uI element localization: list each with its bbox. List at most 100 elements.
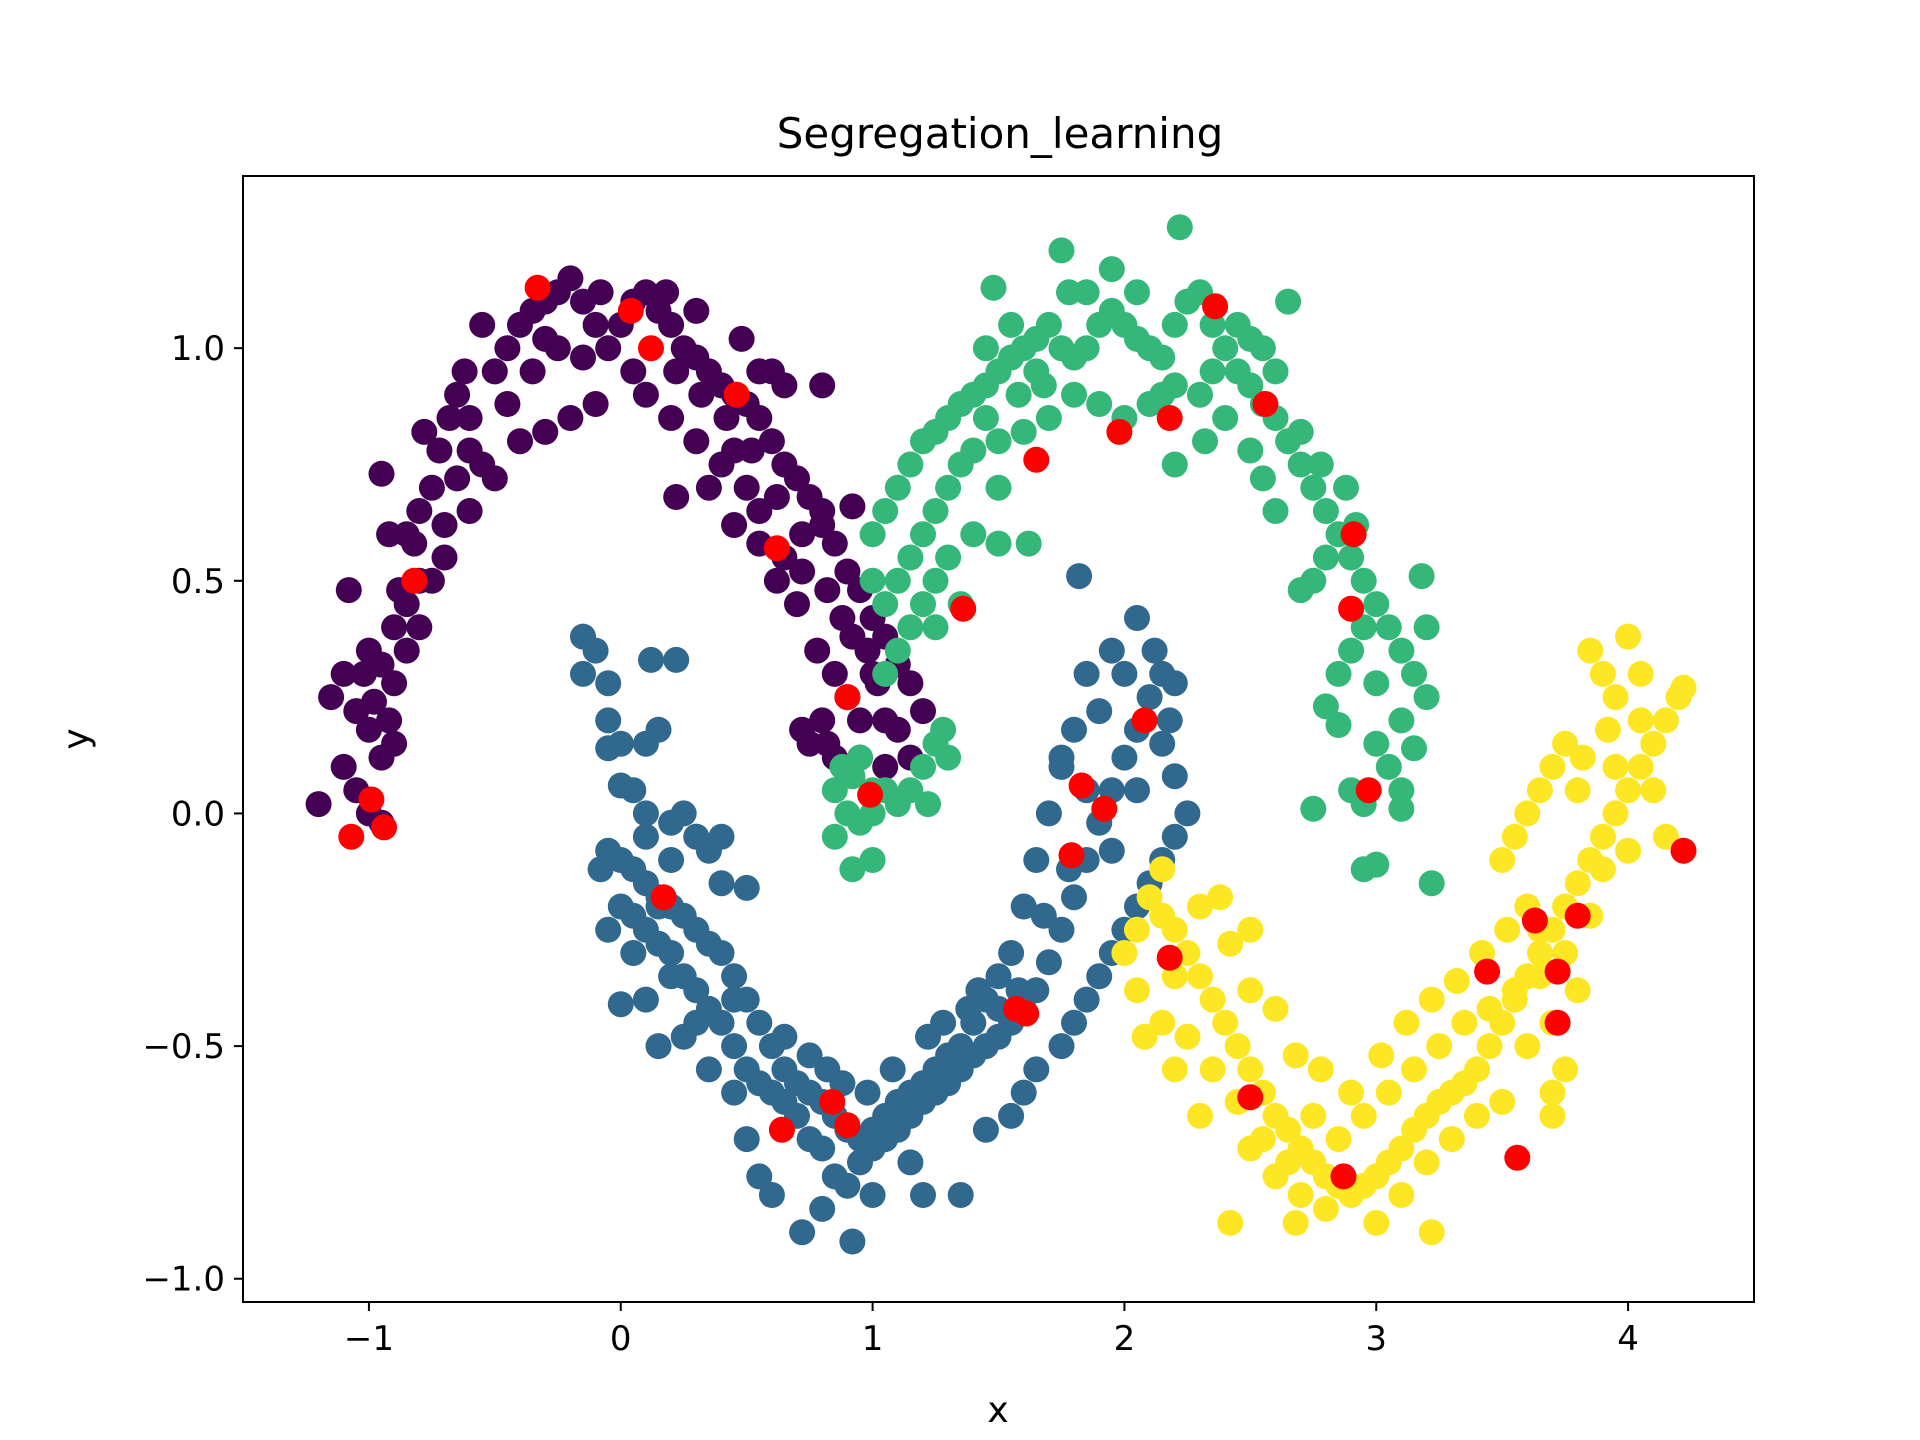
data-point bbox=[1161, 916, 1188, 943]
data-point bbox=[768, 1116, 795, 1143]
x-axis-label: x bbox=[987, 1390, 1008, 1431]
data-point bbox=[595, 670, 622, 697]
data-point bbox=[658, 311, 685, 338]
data-point bbox=[789, 716, 816, 743]
data-point bbox=[1010, 1079, 1037, 1106]
data-point bbox=[1217, 930, 1244, 957]
data-point bbox=[796, 1042, 823, 1069]
data-point bbox=[358, 786, 385, 813]
plot-points bbox=[305, 214, 1697, 1255]
data-point bbox=[1161, 670, 1188, 697]
data-point bbox=[1355, 777, 1382, 804]
data-point bbox=[595, 707, 622, 734]
data-point bbox=[1131, 707, 1158, 734]
data-point bbox=[847, 744, 873, 771]
data-point bbox=[1174, 800, 1201, 827]
data-point bbox=[1401, 1056, 1427, 1083]
data-point bbox=[1156, 944, 1183, 971]
data-point bbox=[1086, 698, 1113, 725]
data-point bbox=[1217, 1209, 1244, 1236]
data-point bbox=[1199, 358, 1226, 385]
data-point bbox=[947, 1182, 974, 1208]
data-point bbox=[1577, 637, 1604, 664]
data-point bbox=[884, 567, 911, 594]
data-point bbox=[1627, 660, 1654, 687]
data-point bbox=[1544, 1009, 1571, 1036]
data-point bbox=[1514, 800, 1541, 827]
data-point bbox=[910, 698, 936, 725]
data-point bbox=[1287, 1182, 1314, 1208]
data-point bbox=[1237, 372, 1264, 399]
data-point bbox=[595, 916, 622, 943]
data-point bbox=[1413, 684, 1440, 711]
data-point bbox=[1338, 544, 1365, 571]
data-point bbox=[1340, 521, 1367, 548]
data-point bbox=[930, 1009, 957, 1036]
data-point bbox=[985, 530, 1012, 557]
data-point bbox=[814, 730, 841, 757]
data-point bbox=[809, 1195, 836, 1222]
data-point bbox=[695, 1056, 722, 1083]
data-point bbox=[910, 753, 936, 780]
data-point bbox=[1187, 893, 1213, 920]
data-point bbox=[1111, 940, 1138, 966]
data-point bbox=[582, 637, 609, 664]
data-point bbox=[663, 484, 690, 510]
data-point bbox=[330, 753, 357, 780]
data-point bbox=[1514, 1033, 1541, 1060]
y-axis-ticks: −1.0 −0.5 0.0 0.5 1.0 bbox=[142, 329, 243, 1300]
data-point bbox=[1401, 735, 1427, 762]
data-point bbox=[746, 1009, 773, 1036]
data-point bbox=[1312, 544, 1339, 571]
data-point bbox=[859, 1116, 886, 1143]
data-point bbox=[1161, 763, 1188, 790]
data-point bbox=[431, 512, 458, 538]
data-point bbox=[1350, 1102, 1377, 1129]
data-point bbox=[847, 1149, 873, 1176]
data-point bbox=[1443, 968, 1470, 994]
data-point bbox=[1249, 465, 1276, 492]
data-point bbox=[1300, 567, 1327, 594]
data-point bbox=[922, 614, 949, 641]
data-point bbox=[897, 451, 924, 478]
data-point bbox=[1393, 1009, 1420, 1036]
data-point bbox=[998, 1102, 1025, 1129]
data-point bbox=[1187, 1102, 1213, 1129]
data-point bbox=[1106, 418, 1133, 445]
data-point bbox=[1161, 311, 1188, 338]
data-point bbox=[1564, 777, 1591, 804]
data-point bbox=[632, 823, 659, 850]
data-point bbox=[859, 567, 886, 594]
data-point bbox=[1010, 893, 1037, 920]
data-point bbox=[1048, 744, 1075, 771]
data-point bbox=[638, 335, 664, 362]
data-point bbox=[376, 521, 403, 548]
data-point bbox=[638, 646, 664, 673]
data-point bbox=[1212, 335, 1239, 362]
data-point bbox=[708, 870, 735, 897]
data-point bbox=[1098, 256, 1125, 283]
y-tick-label: 0.5 bbox=[171, 562, 225, 602]
data-point bbox=[1615, 837, 1642, 864]
data-point bbox=[746, 498, 773, 524]
data-point bbox=[1615, 777, 1642, 804]
data-point bbox=[789, 521, 816, 548]
data-point bbox=[897, 544, 924, 571]
data-point bbox=[1363, 730, 1390, 757]
data-point bbox=[1086, 963, 1113, 990]
data-point bbox=[872, 498, 899, 524]
data-point bbox=[821, 530, 848, 557]
data-point bbox=[1640, 777, 1667, 804]
data-point bbox=[763, 535, 790, 562]
data-point bbox=[854, 637, 881, 664]
data-point bbox=[1350, 614, 1377, 641]
data-point bbox=[1023, 446, 1050, 473]
data-point bbox=[620, 777, 647, 804]
data-point bbox=[814, 577, 841, 604]
data-point bbox=[728, 325, 755, 352]
data-point bbox=[1035, 405, 1062, 431]
y-tick-label: 1.0 bbox=[171, 329, 225, 369]
data-point bbox=[879, 1056, 906, 1083]
data-point bbox=[721, 1033, 748, 1060]
data-point bbox=[632, 800, 659, 827]
